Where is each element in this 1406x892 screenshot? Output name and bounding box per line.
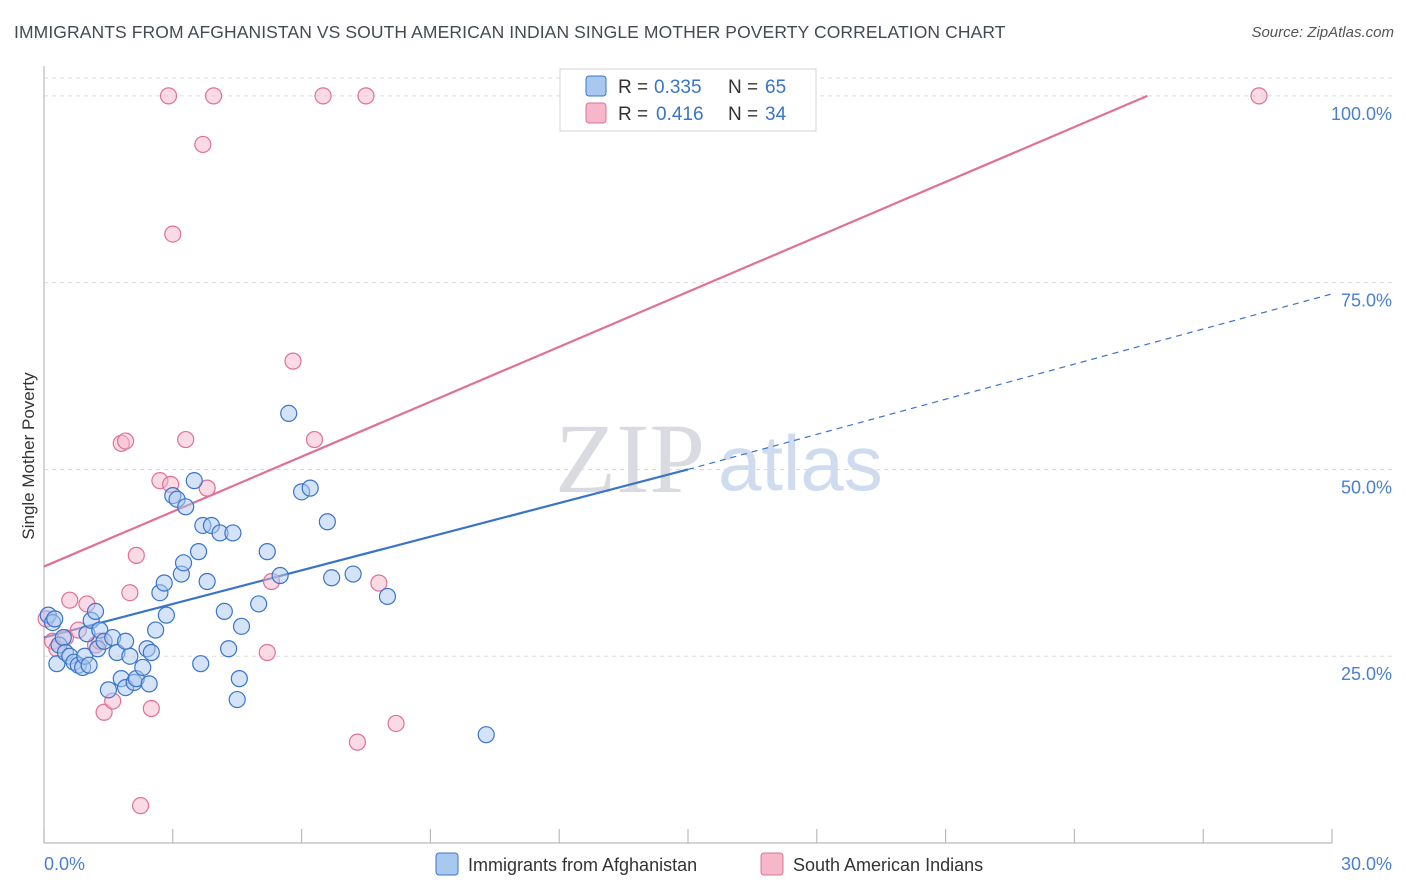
data-point-south-american-indians (348, 733, 367, 751)
y-tick-label: 25.0% (1341, 664, 1392, 684)
legend-r-label: R = (618, 104, 648, 125)
data-point-afghanistan (280, 404, 298, 423)
bottom-legend-afghanistan: Immigrants from Afghanistan (468, 855, 697, 875)
data-point-afghanistan (318, 513, 336, 531)
y-axis-label: Single Mother Poverty (19, 372, 38, 540)
data-point-afghanistan (147, 621, 165, 639)
trend-line-solid (43, 94, 1148, 568)
data-point-afghanistan (185, 472, 203, 490)
y-tick-label: 75.0% (1341, 291, 1392, 311)
data-point-south-american-indians (159, 87, 178, 105)
data-point-south-american-indians (387, 714, 405, 733)
axes (43, 66, 1333, 844)
legend-swatch-pink (585, 102, 607, 124)
data-point-south-american-indians (142, 699, 160, 718)
data-point-afghanistan (80, 656, 98, 674)
data-point-afghanistan (142, 643, 160, 662)
data-point-afghanistan (116, 632, 135, 650)
bottom-legend-swatch-afghanistan (435, 852, 459, 876)
data-point-south-american-indians (1250, 87, 1268, 105)
data-point-south-american-indians (132, 797, 150, 815)
bottom-legend-south-american-indians: South American Indians (793, 855, 983, 875)
trend-line-solid (43, 468, 689, 639)
data-point-afghanistan (477, 726, 495, 744)
data-point-afghanistan (224, 524, 242, 542)
data-point-afghanistan (323, 569, 341, 587)
data-point-afghanistan (271, 566, 289, 585)
data-point-afghanistan (215, 602, 233, 620)
data-point-afghanistan (46, 610, 64, 628)
legend-swatch-blue (585, 75, 607, 97)
data-point-afghanistan (134, 658, 152, 677)
data-point-afghanistan (258, 543, 276, 561)
data-point-afghanistan (250, 595, 268, 613)
data-point-afghanistan (228, 690, 246, 709)
data-point-afghanistan (99, 681, 118, 699)
data-point-south-american-indians (284, 352, 302, 370)
data-point-afghanistan (86, 602, 105, 620)
watermark: ZIP atlas (555, 403, 883, 514)
x-tick-label-min: 0.0% (44, 854, 85, 874)
trend-line-dashed (687, 293, 1333, 471)
legend-r-value: 0.335 (654, 77, 702, 98)
data-point-afghanistan (54, 628, 72, 647)
data-point-south-american-indians (121, 584, 139, 602)
data-point-afghanistan (230, 670, 248, 688)
data-point-afghanistan (198, 572, 216, 591)
data-point-south-american-indians (127, 546, 145, 564)
points-afghanistan (39, 404, 495, 744)
data-point-afghanistan (189, 543, 208, 561)
y-tick-labels: 25.0% 50.0% 75.0% 100.0% (1331, 104, 1392, 684)
grid-lines (44, 77, 1392, 657)
data-point-afghanistan (232, 617, 251, 635)
bottom-legend: Immigrants from Afghanistan South Americ… (435, 852, 983, 876)
x-tick-label-max: 30.0% (1341, 854, 1392, 874)
watermark-zip: ZIP (555, 403, 705, 514)
y-tick-label: 50.0% (1341, 477, 1392, 497)
data-point-afghanistan (344, 565, 362, 583)
watermark-atlas: atlas (718, 419, 883, 507)
legend-n-label: N = (728, 104, 758, 125)
data-point-south-american-indians (370, 574, 388, 592)
legend-r-value: 0.416 (656, 104, 704, 125)
data-point-south-american-indians (194, 135, 212, 154)
data-point-south-american-indians (204, 87, 223, 105)
data-point-afghanistan (301, 479, 319, 497)
data-point-afghanistan (121, 647, 139, 665)
data-point-south-american-indians (314, 87, 332, 105)
trend-line-south-american-indians (43, 94, 1148, 568)
data-point-south-american-indians (116, 432, 135, 450)
data-point-afghanistan (155, 574, 173, 592)
legend-r-label: R = (618, 77, 648, 98)
data-point-south-american-indians (258, 643, 276, 662)
y-tick-label: 100.0% (1331, 104, 1392, 124)
legend-n-value: 34 (765, 104, 787, 125)
data-point-afghanistan (220, 640, 238, 658)
source-label: Source: ZipAtlas.com (1251, 24, 1394, 41)
trend-line-afghanistan (43, 293, 1333, 639)
chart-title: IMMIGRANTS FROM AFGHANISTAN VS SOUTH AME… (14, 22, 1006, 42)
legend-n-label: N = (728, 77, 758, 98)
data-point-south-american-indians (357, 87, 375, 105)
data-point-afghanistan (177, 498, 195, 516)
legend-n-value: 65 (765, 77, 786, 98)
data-point-afghanistan (174, 554, 193, 572)
data-point-afghanistan (378, 587, 397, 606)
data-point-south-american-indians (164, 225, 182, 243)
bottom-legend-swatch-south-american-indians (760, 852, 784, 876)
data-point-south-american-indians (177, 430, 195, 449)
data-point-afghanistan (157, 606, 175, 624)
legend-box: R = 0.335 N = 65 R = 0.416 N = 34 (559, 68, 817, 132)
data-point-south-american-indians (305, 430, 324, 449)
data-point-south-american-indians (198, 479, 216, 497)
data-point-south-american-indians (61, 591, 79, 609)
data-point-afghanistan (140, 675, 158, 693)
points-south-american-indians (37, 87, 1268, 815)
data-point-afghanistan (192, 655, 210, 673)
